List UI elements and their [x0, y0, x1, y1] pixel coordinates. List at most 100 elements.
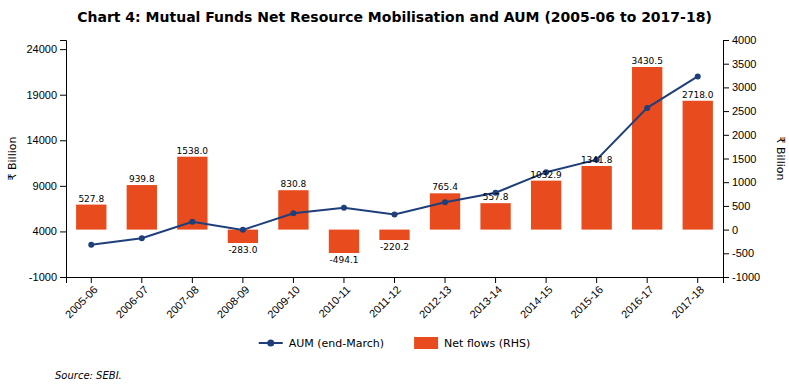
- tick-mark: [723, 87, 729, 88]
- data-label: 1538.0: [177, 146, 209, 156]
- bar: [632, 67, 662, 230]
- title: Chart 4: Mutual Funds Net Resource Mobil…: [77, 9, 712, 25]
- x-tick-label: 2017-18: [669, 283, 706, 320]
- x-tick-label: 2010-11: [316, 283, 352, 319]
- bar: [76, 205, 106, 230]
- y-tick: -1000: [29, 271, 66, 283]
- data-label: 527.8: [78, 194, 104, 204]
- y-tick-label: 9000: [33, 180, 57, 192]
- x-tick-label: 2012-13: [417, 283, 454, 320]
- legend-swatch: [414, 337, 438, 349]
- y-tick: 4000: [33, 225, 66, 237]
- y-axis: -100040009000140001900024000: [26, 41, 66, 284]
- y-tick: 19000: [26, 89, 66, 101]
- chart: 2005-06 2006-07 2007-08 2008-09 2009-10 2010-…: [0, 0, 789, 387]
- tick-mark: [60, 95, 66, 96]
- point: [139, 235, 145, 241]
- tick-mark: [192, 277, 193, 283]
- tick-mark: [697, 277, 698, 283]
- y-tick: 4000: [723, 34, 756, 46]
- y-tick: 2000: [723, 129, 756, 141]
- legend-item: Net flows (RHS): [414, 337, 530, 350]
- axis-line: [60, 41, 67, 278]
- bar: [177, 157, 207, 230]
- y-tick-label: 3500: [732, 58, 756, 70]
- y-tick: 3000: [723, 81, 756, 93]
- tick-mark: [723, 182, 729, 183]
- x-tick: 2006-07: [113, 277, 150, 320]
- x-tick: 2012-13: [417, 277, 454, 320]
- tick-mark: [723, 159, 729, 160]
- data-label: 557.8: [483, 192, 509, 202]
- y-tick-label: 2500: [732, 105, 756, 117]
- x-tick-label: 2008-09: [214, 283, 251, 320]
- x-tick-label: 2014-15: [518, 283, 555, 320]
- y-tick-label: 3000: [732, 81, 756, 93]
- point: [695, 73, 701, 79]
- y-tick: 14000: [26, 134, 66, 146]
- tick-mark: [141, 277, 142, 283]
- bar: [581, 166, 611, 230]
- legend-marker: [267, 340, 274, 347]
- tick-mark: [91, 277, 92, 283]
- bar: [329, 230, 359, 253]
- x-tick-label: 2011-12: [367, 283, 403, 319]
- tick-mark: [723, 135, 729, 136]
- point: [341, 205, 347, 211]
- x-tick: 2007-08: [164, 277, 201, 320]
- y-tick-label: 500: [732, 200, 750, 212]
- x-tick-label: 2016-17: [619, 283, 656, 320]
- y-tick-label: 0: [732, 224, 738, 236]
- tick-mark: [293, 277, 294, 283]
- point: [442, 199, 448, 205]
- bar: [480, 203, 510, 229]
- x-tick-label: 2009-10: [265, 283, 302, 320]
- x-tick: 2005-06: [63, 277, 100, 320]
- bar: [127, 185, 157, 230]
- tick-mark: [343, 277, 344, 283]
- y-tick-label: 4000: [33, 225, 57, 237]
- bar-series: [76, 67, 713, 253]
- x-tick: 2016-17: [619, 277, 656, 320]
- y2-axis-label: ₹ Billion: [774, 137, 787, 181]
- x-tick: 2008-09: [214, 277, 251, 320]
- tick-mark: [723, 64, 729, 65]
- axis-line: [67, 278, 724, 284]
- data-label: 939.8: [129, 174, 155, 184]
- x-tick-label: 2005-06: [63, 283, 100, 320]
- y-tick-label: 4000: [732, 34, 756, 46]
- tick-mark: [596, 277, 597, 283]
- y-tick-label: 14000: [26, 134, 57, 146]
- y-tick: 500: [723, 200, 750, 212]
- tick-mark: [495, 277, 496, 283]
- tick-mark: [242, 277, 243, 283]
- source: Source: SEBI.: [55, 370, 122, 381]
- data-labels: 527.8939.81538.0-283.0830.8-494.1-220.27…: [78, 56, 713, 265]
- tick-mark: [723, 253, 729, 254]
- bar: [430, 193, 460, 229]
- tick-mark: [60, 186, 66, 187]
- y-tick-label: 1000: [732, 176, 756, 188]
- data-label: 765.4: [432, 182, 458, 192]
- x-tick: 2009-10: [265, 277, 302, 320]
- y-tick: -1000: [723, 271, 760, 283]
- y-tick-label: 1500: [732, 153, 756, 165]
- data-label: 3430.5: [631, 56, 663, 66]
- y-tick: -500: [723, 247, 754, 259]
- tick-mark: [60, 231, 66, 232]
- y-tick: 1000: [723, 176, 756, 188]
- point: [644, 105, 650, 111]
- tick-mark: [394, 277, 395, 283]
- y-axis-label: ₹ Billion: [6, 136, 19, 180]
- x-tick-label: 2013-14: [467, 283, 504, 320]
- tick-mark: [60, 277, 66, 278]
- x-tick: 2011-12: [367, 277, 403, 320]
- axis-line: [724, 41, 730, 278]
- tick-mark: [445, 277, 446, 283]
- legend-item: AUM (end-March): [259, 337, 384, 350]
- y-tick: 9000: [33, 180, 66, 192]
- tick-mark: [723, 111, 729, 112]
- point: [392, 211, 398, 217]
- tick-mark: [546, 277, 547, 283]
- legend-label: Net flows (RHS): [444, 337, 530, 350]
